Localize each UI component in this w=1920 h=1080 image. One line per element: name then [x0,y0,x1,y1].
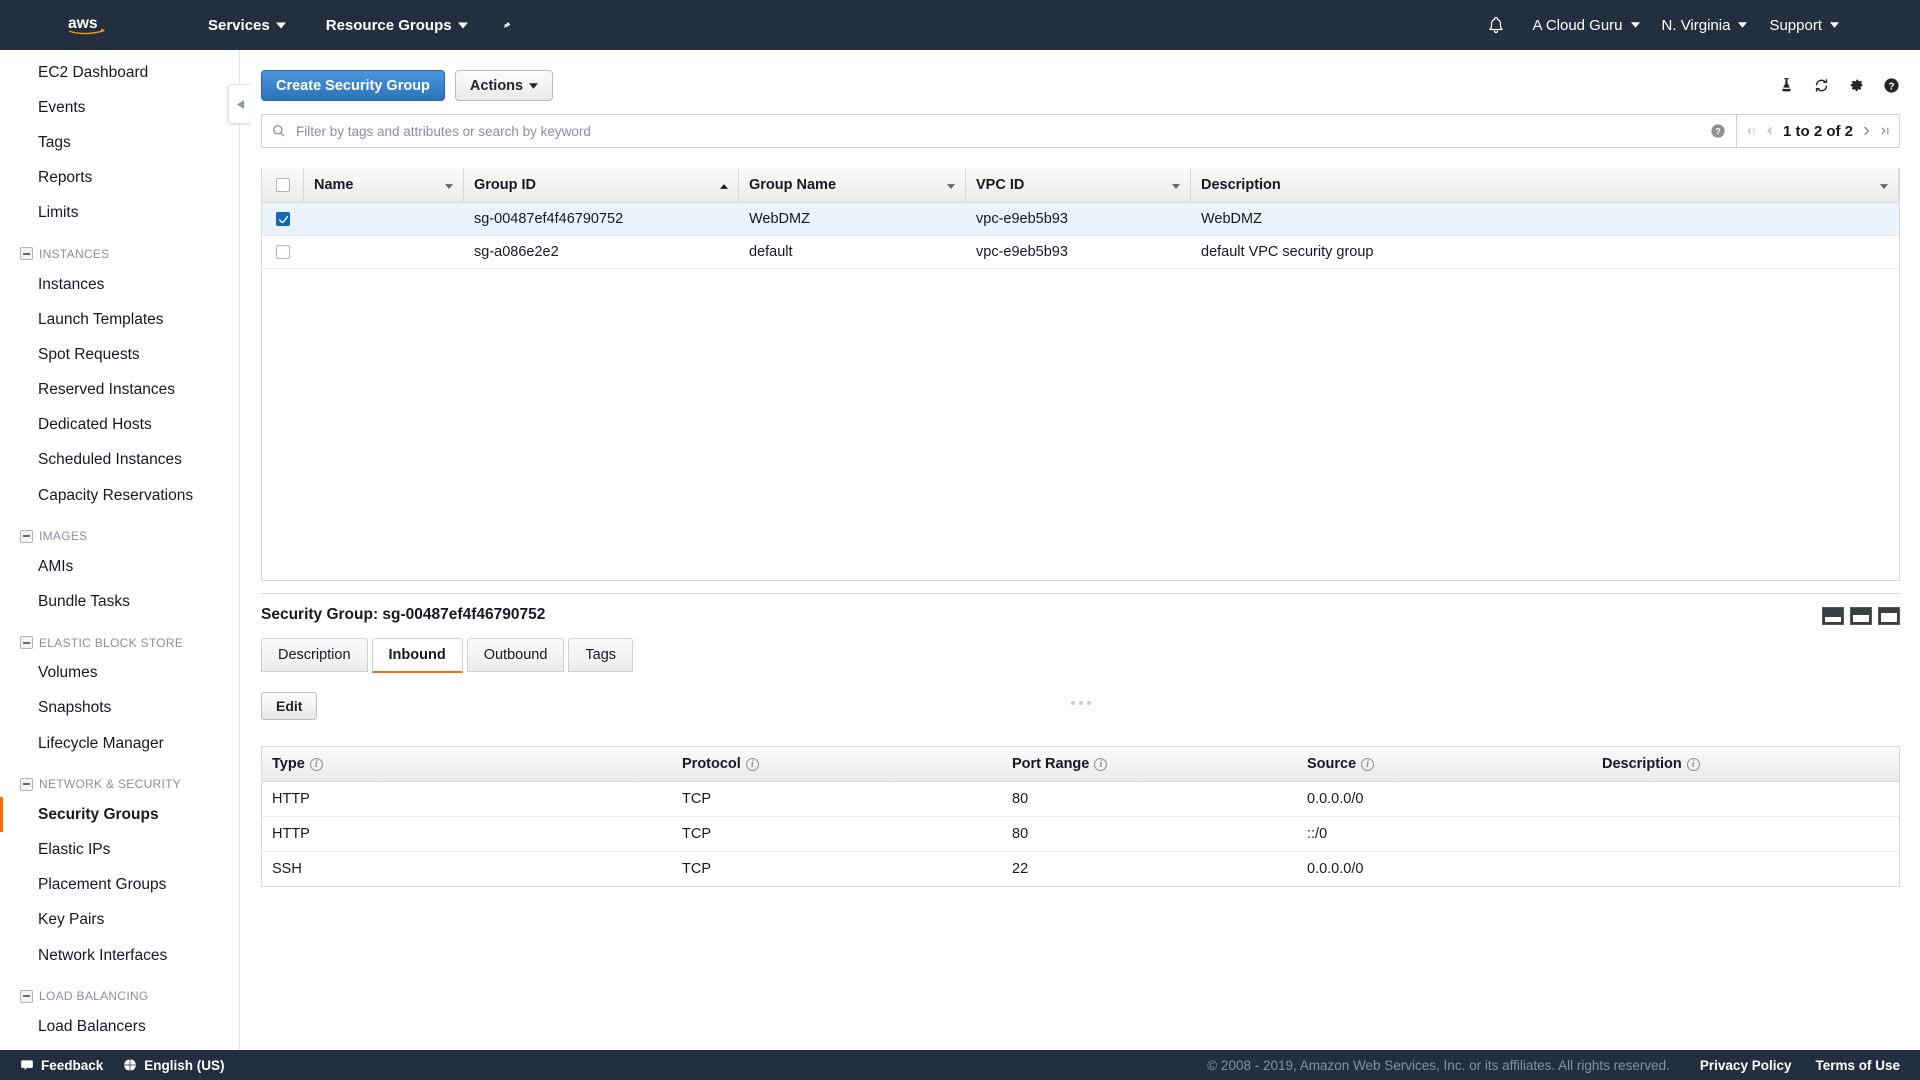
svg-text:?: ? [1888,81,1894,92]
svg-text:aws: aws [68,15,98,32]
svg-text:?: ? [1715,127,1721,137]
